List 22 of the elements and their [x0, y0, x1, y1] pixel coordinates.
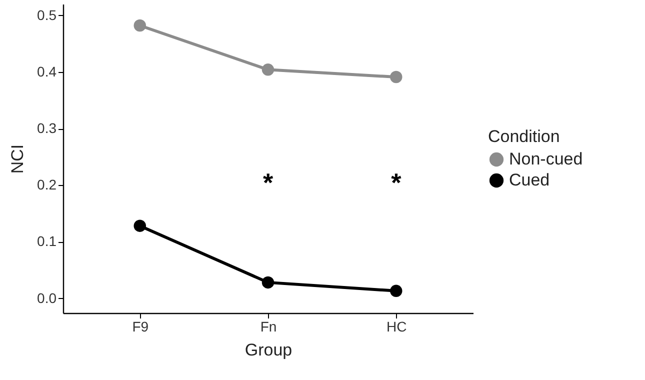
y-tick-label: 0.4 [37, 63, 57, 80]
y-tick-label: 0.3 [37, 120, 57, 136]
annotation: * [262, 167, 274, 198]
y-axis-title: NCI [8, 144, 28, 174]
x-tick-label: F9 [132, 318, 149, 334]
x-axis-title: Group [244, 340, 292, 360]
y-tick-label: 0.0 [37, 290, 57, 306]
point [134, 220, 146, 232]
point [390, 284, 402, 298]
legend-label: Non-cued [509, 150, 583, 168]
legend-title: Condition [488, 127, 560, 146]
point [390, 70, 402, 84]
point [262, 276, 274, 289]
point [262, 64, 274, 76]
legend-label: Cued [509, 170, 550, 190]
y-tick-label: 0.1 [37, 233, 57, 250]
x-tick-label: Fn [260, 318, 277, 334]
point [134, 19, 146, 32]
annotation: * [391, 167, 402, 198]
x-tick-label: HC [386, 318, 407, 334]
y-tick-label: 0.2 [37, 176, 57, 193]
y-tick-label: 0.5 [37, 6, 57, 23]
